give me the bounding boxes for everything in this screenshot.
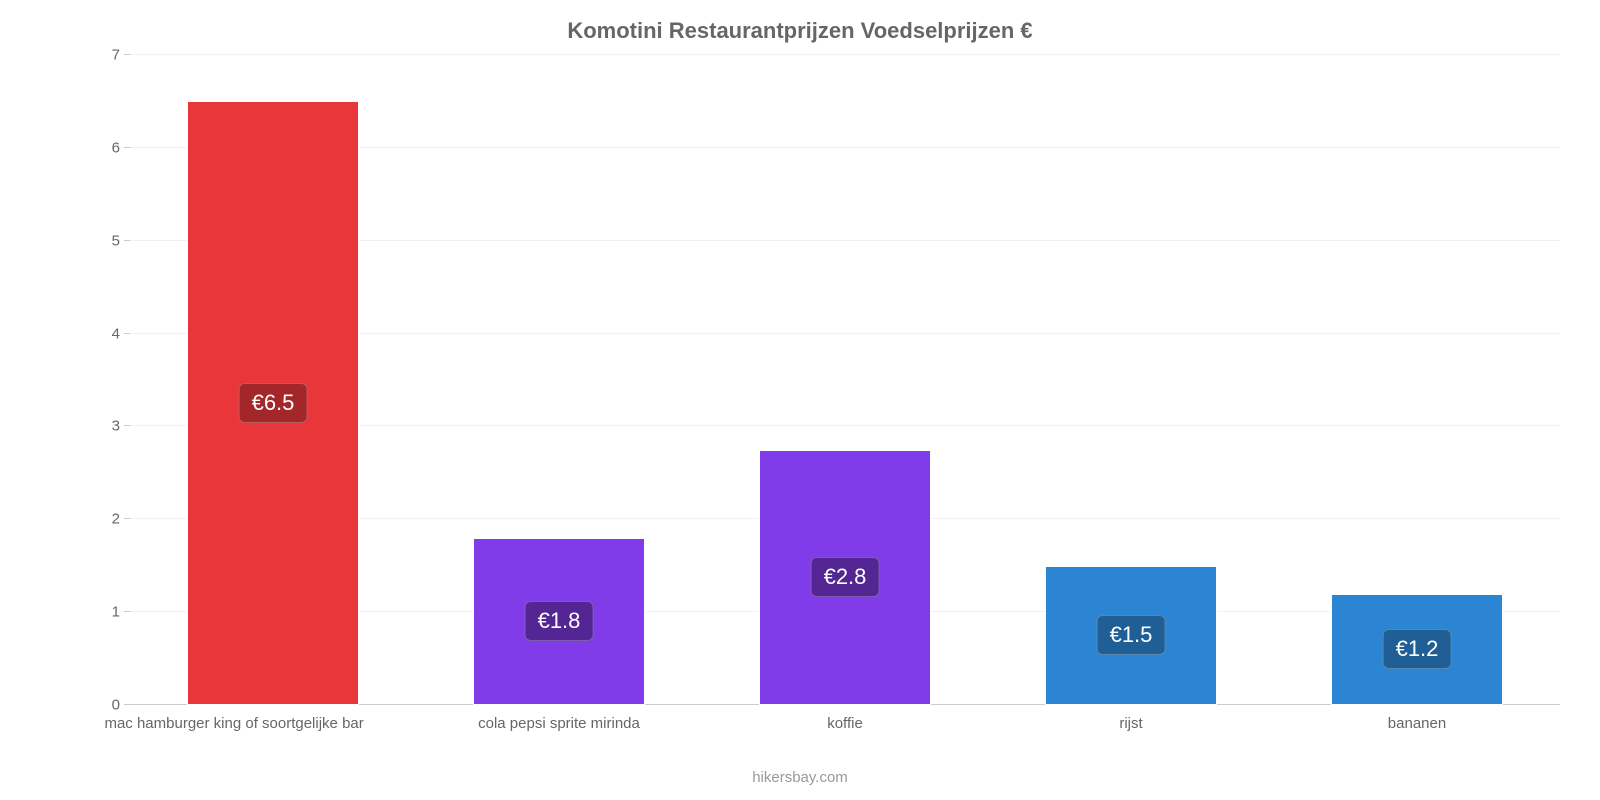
- ytick-label: 2: [112, 511, 130, 528]
- ytick-label: 3: [112, 418, 130, 435]
- value-badge: €2.8: [811, 557, 880, 597]
- chart-plot-area: 01234567€6.5mac hamburger king of soortg…: [130, 55, 1560, 705]
- chart-title: Komotini Restaurantprijzen Voedselprijze…: [0, 0, 1600, 44]
- ytick-label: 7: [112, 47, 130, 64]
- attribution-text: hikersbay.com: [0, 769, 1600, 786]
- xtick-label: cola pepsi sprite mirinda: [478, 705, 640, 732]
- ytick-label: 4: [112, 325, 130, 342]
- gridline: [130, 54, 1560, 55]
- value-badge: €6.5: [239, 383, 308, 423]
- value-badge: €1.8: [525, 601, 594, 641]
- xtick-label: koffie: [827, 705, 863, 732]
- value-badge: €1.5: [1097, 615, 1166, 655]
- xtick-label: mac hamburger king of soortgelijke bar: [104, 705, 363, 732]
- ytick-label: 1: [112, 604, 130, 621]
- xtick-label: rijst: [1119, 705, 1142, 732]
- ytick-label: 5: [112, 232, 130, 249]
- xtick-label: bananen: [1388, 705, 1446, 732]
- value-badge: €1.2: [1383, 629, 1452, 669]
- ytick-label: 6: [112, 139, 130, 156]
